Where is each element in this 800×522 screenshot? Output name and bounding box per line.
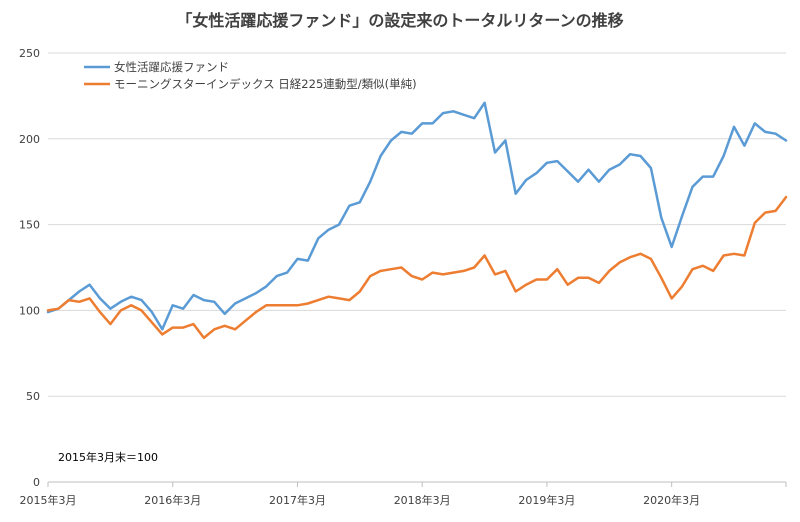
x-tick-label-1: 2016年3月 [144, 493, 201, 507]
x-tick-label-3: 2018年3月 [394, 493, 451, 507]
axes: 0 50 100 150 200 250 2015年3月 2016年3月 2017年3月 2018… [19, 47, 787, 507]
y-tick-label-150: 150 [19, 219, 40, 232]
x-tick-label-0: 2015年3月 [20, 493, 77, 507]
y-tick-label-100: 100 [19, 304, 40, 317]
y-tick-label-0: 0 [33, 476, 40, 489]
x-tick-label-5: 2020年3月 [643, 493, 700, 507]
y-tick-label-50: 50 [26, 390, 40, 403]
legend-label-0: 女性活躍応援ファンド [114, 60, 229, 74]
chart-annotation: 2015年3月末＝100 [58, 450, 158, 464]
series-lines [46, 101, 788, 340]
legend-label-1: モーニングスターインデックス 日経225連動型/類似(単純) [114, 77, 417, 91]
chart-title: 「女性活躍応援ファンド」の設定来のトータルリターンの推移 [176, 11, 623, 30]
series-line-1 [46, 195, 788, 340]
gridlines [48, 52, 786, 397]
y-tick-label-200: 200 [19, 133, 40, 146]
y-tick-label-250: 250 [19, 47, 40, 60]
x-tick-label-4: 2019年3月 [518, 493, 575, 507]
series-line-0 [46, 101, 788, 331]
x-tick-label-2: 2017年3月 [269, 493, 326, 507]
